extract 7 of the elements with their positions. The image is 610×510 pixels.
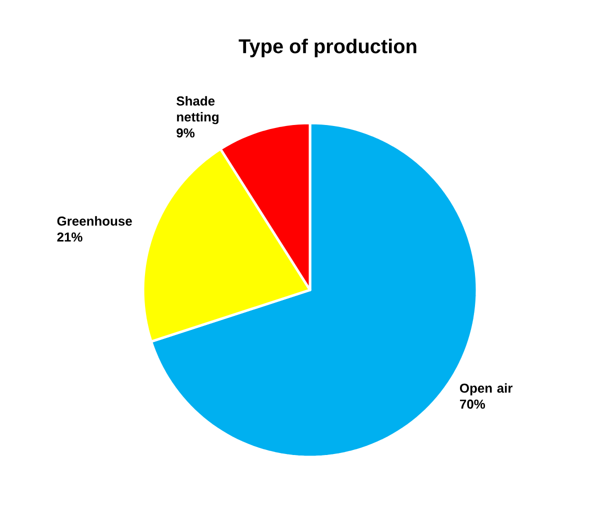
data-label: 70% [460,400,486,409]
slice-label: Open air [460,383,512,396]
slice-label: Greenhouse [57,216,132,226]
data-label: 21% [57,232,82,242]
slice-label: Shade netting [176,96,218,124]
chart-title: Type of production [238,38,416,58]
data-label: 9% [176,128,195,138]
